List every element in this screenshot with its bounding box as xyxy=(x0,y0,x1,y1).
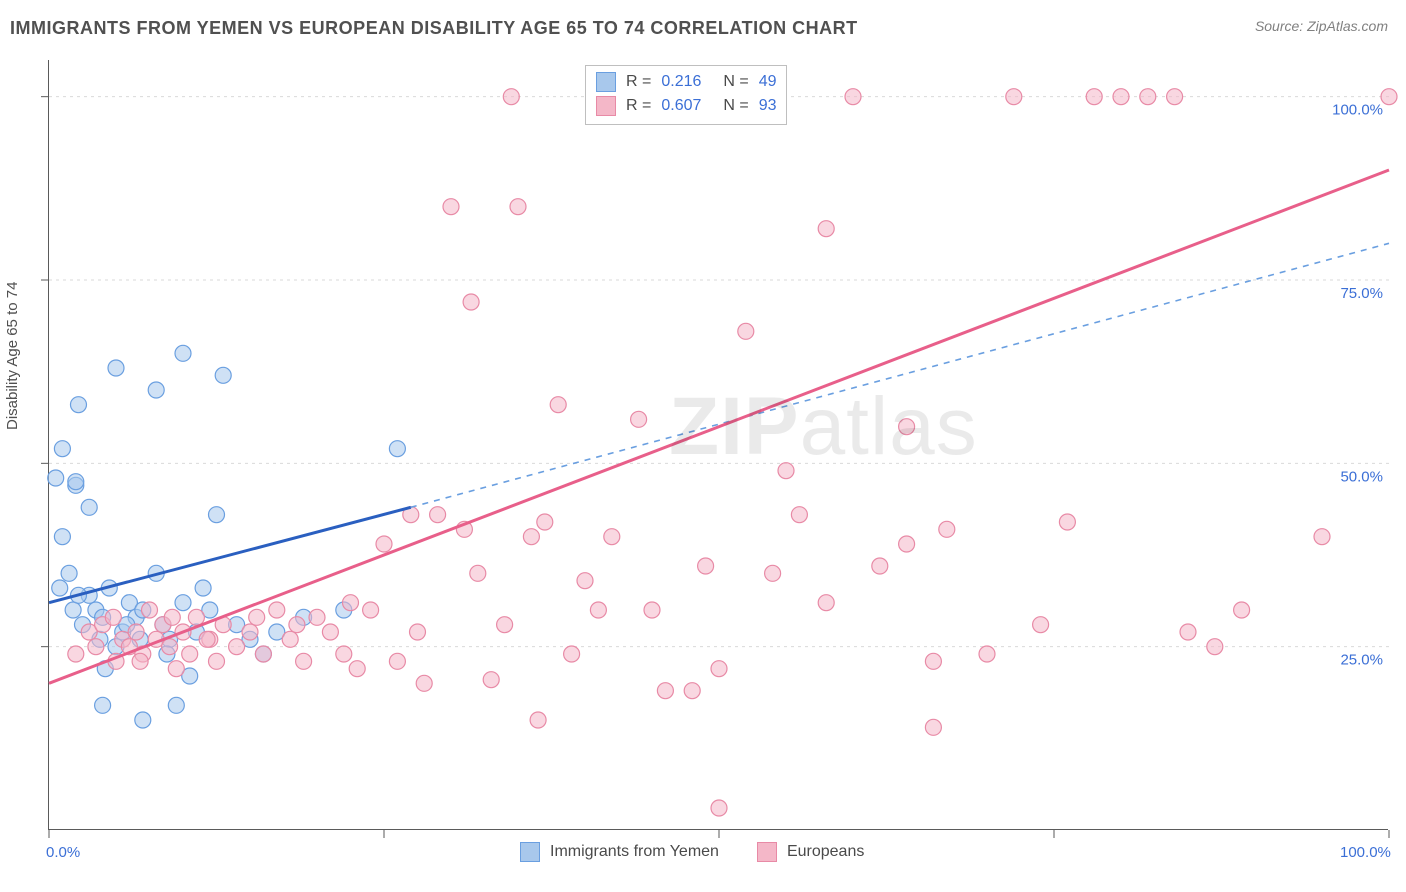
chart-svg: 25.0% 50.0% 75.0% 100.0% xyxy=(49,60,1389,830)
svg-text:50.0%: 50.0% xyxy=(1340,468,1383,485)
legend-swatch xyxy=(757,842,777,862)
series-legend-item: Immigrants from Yemen xyxy=(520,842,719,862)
legend-n-value: 93 xyxy=(759,94,777,118)
svg-text:25.0%: 25.0% xyxy=(1340,652,1383,669)
legend-n-label: N = xyxy=(723,70,748,94)
x-axis-label-left: 0.0% xyxy=(46,844,80,861)
legend-r-value: 0.216 xyxy=(661,70,713,94)
legend-swatch xyxy=(520,842,540,862)
correlation-legend: R = 0.216 N = 49 R = 0.607 N = 93 xyxy=(585,65,787,125)
y-axis-label: Disability Age 65 to 74 xyxy=(4,282,21,430)
legend-row: R = 0.607 N = 93 xyxy=(596,94,776,118)
legend-swatch xyxy=(596,96,616,116)
legend-n-value: 49 xyxy=(759,70,777,94)
legend-swatch xyxy=(596,72,616,92)
legend-r-value: 0.607 xyxy=(661,94,713,118)
legend-n-label: N = xyxy=(723,94,748,118)
series-name: Europeans xyxy=(787,843,864,861)
plot-area: 25.0%50.0%75.0%100.0% ZIPatlas R =0.216N… xyxy=(48,60,1388,830)
legend-r-label: R = xyxy=(626,70,651,94)
chart-title: IMMIGRANTS FROM YEMEN VS EUROPEAN DISABI… xyxy=(10,18,1396,39)
svg-text:75.0%: 75.0% xyxy=(1340,285,1383,302)
legend-r-label: R = xyxy=(626,94,651,118)
svg-text:100.0%: 100.0% xyxy=(1332,102,1383,119)
series-legend-item: Europeans xyxy=(757,842,864,862)
legend-row: R = 0.216 N = 49 xyxy=(596,70,776,94)
x-axis-label-right: 100.0% xyxy=(1340,844,1391,861)
series-legend: Immigrants from Yemen Europeans xyxy=(520,842,864,862)
series-name: Immigrants from Yemen xyxy=(550,843,719,861)
source-credit: Source: ZipAtlas.com xyxy=(1255,18,1388,34)
